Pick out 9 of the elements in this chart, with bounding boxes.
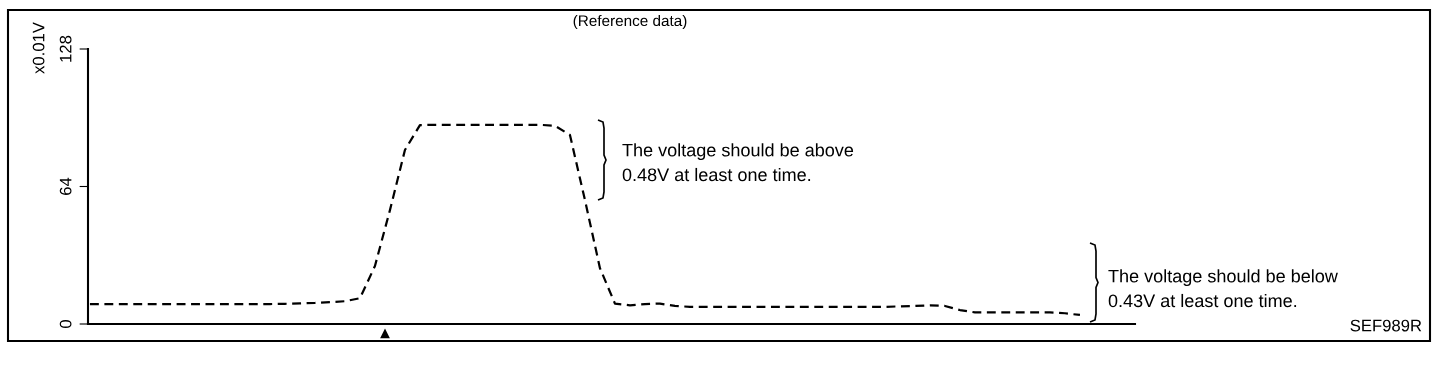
- y-axis-title: x0.01V: [32, 22, 45, 74]
- annotation: The voltage should be below 0.43V at least one time.: [1108, 269, 1338, 308]
- y-tick-label: 64: [59, 177, 72, 195]
- y-tick-label: 128: [59, 35, 72, 62]
- annotation: The voltage should be above 0.48V at least one time.: [622, 143, 854, 182]
- text: SEF989R: [1350, 319, 1422, 332]
- chart-title: (Reference data): [573, 14, 687, 30]
- text: ▲: [380, 328, 390, 339]
- y-tick-label: 0: [59, 320, 72, 328]
